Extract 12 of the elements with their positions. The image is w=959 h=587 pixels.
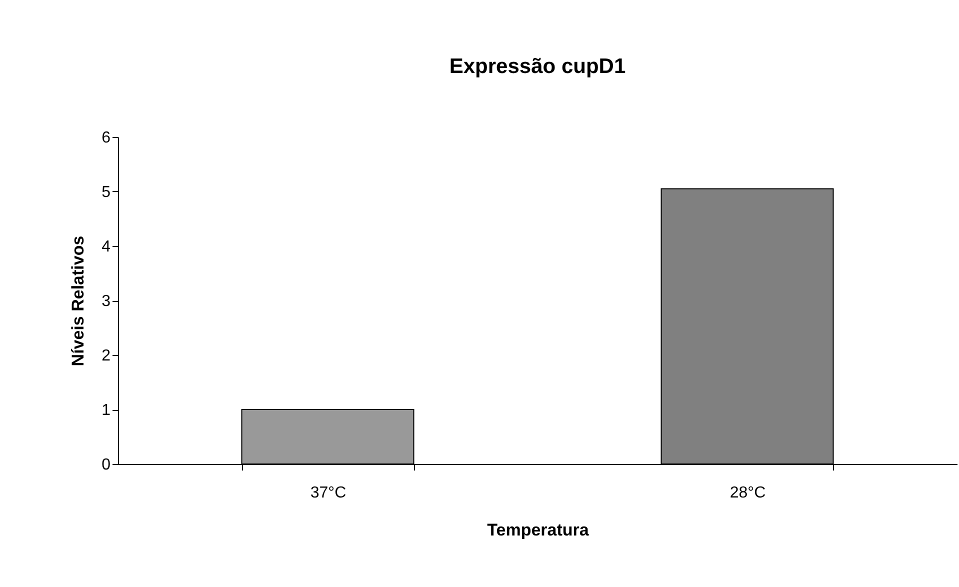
y-tick-label: 2 (102, 348, 111, 364)
y-tick-label: 3 (102, 293, 111, 310)
x-axis-title: Temperatura (487, 520, 590, 540)
y-axis-title: Níveis Relativos (68, 236, 88, 366)
x-tick-label: 37°C (310, 484, 346, 502)
y-tick-label: 6 (102, 130, 111, 146)
chart-title: Expressão cupD1 (449, 55, 626, 78)
y-tick-label: 4 (102, 238, 111, 256)
y-tick-label: 5 (102, 184, 111, 201)
y-tick-label: 1 (102, 402, 111, 419)
y-tick-label: 0 (102, 456, 111, 474)
x-tick-label: 28°C (730, 484, 766, 502)
